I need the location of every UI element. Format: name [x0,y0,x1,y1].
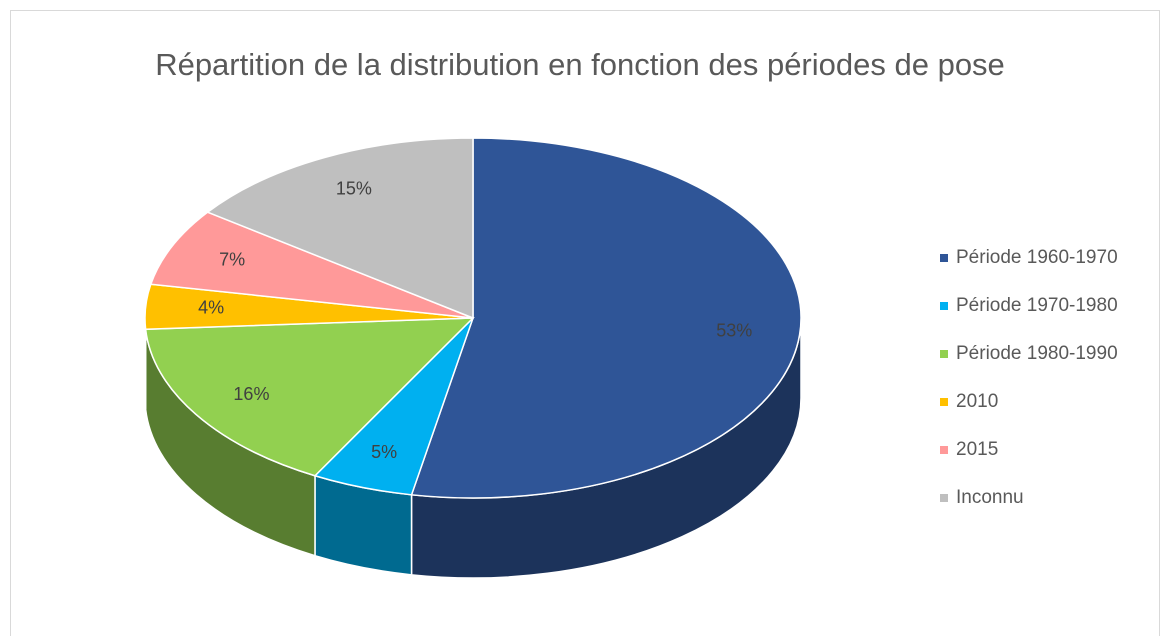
data-label: 4% [198,298,224,318]
legend-label: Période 1970-1980 [956,295,1118,316]
slice [144,317,475,477]
chart-title: Répartition de la distribution en foncti… [155,47,1005,82]
legend-label: Période 1980-1990 [956,343,1118,364]
legend-swatch [940,494,948,502]
legend-label: 2010 [956,391,998,412]
data-label: 16% [233,384,269,404]
slice [410,137,802,499]
legend-label: Inconnu [956,487,1024,508]
legend-swatch [940,254,948,262]
data-label: 53% [716,320,752,340]
slice [206,137,474,320]
legend-swatch [940,350,948,358]
legend-label: Période 1960-1970 [956,247,1118,268]
data-label: 15% [336,178,372,198]
slices [144,137,802,499]
chart-frame [10,10,1160,636]
legend-swatch [940,302,948,310]
data-label: 5% [371,442,397,462]
data-label: 7% [219,250,245,270]
legend-swatch [940,398,948,406]
side-walls [144,317,802,579]
slice [149,211,474,319]
legend-swatch [940,446,948,454]
legend-label: 2015 [956,439,998,460]
